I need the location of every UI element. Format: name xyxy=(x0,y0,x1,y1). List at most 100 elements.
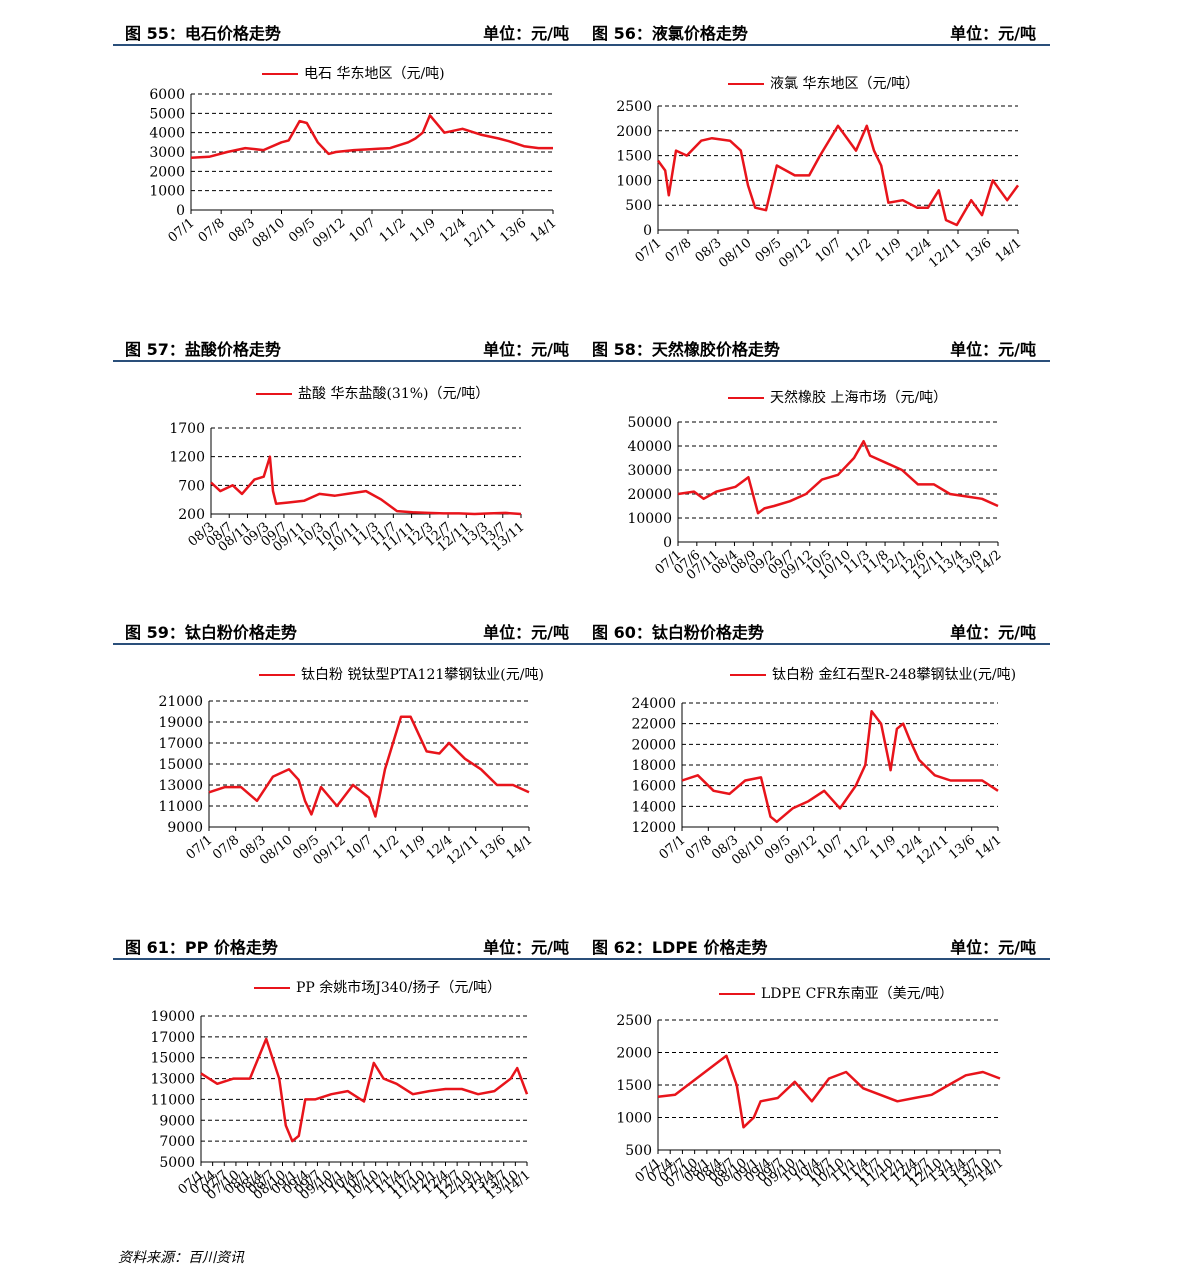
y-tick-label: 16000 xyxy=(631,779,676,795)
unit-label: 单位：元/吨 xyxy=(483,24,569,43)
series-line xyxy=(200,1037,529,1143)
line-chart: 液氯 华东地区（元/吨） 0 500 1000 1500 2000 2500 07/107/8… xyxy=(616,76,1024,272)
unit-label: 单位：元/吨 xyxy=(950,623,1036,642)
figure-title: 图 57：盐酸价格走势 xyxy=(125,340,281,359)
series-line xyxy=(210,455,522,516)
y-tick-label: 1000 xyxy=(616,173,652,189)
y-tick-label: 12000 xyxy=(631,820,676,836)
y-tick-label: 17000 xyxy=(158,736,203,752)
legend: 盐酸 华东盐酸(31%)（元/吨） xyxy=(256,386,489,402)
figure-title: 图 60：钛白粉价格走势 xyxy=(592,623,764,642)
figure-title: 图 55：电石价格走势 xyxy=(125,24,281,43)
x-tick-label: 07/1 xyxy=(166,216,198,246)
panel-header: 图 59：钛白粉价格走势 单位：元/吨 xyxy=(113,613,583,645)
y-tick-label: 20000 xyxy=(631,737,676,753)
y-tick-label: 14000 xyxy=(631,799,676,815)
x-tick-label: 11/9 xyxy=(407,216,439,246)
line-chart: 电石 华东地区（元/吨) 0 1000 2000 3000 4000 5000 6000 07/… xyxy=(149,66,559,252)
y-tick-label: 17000 xyxy=(150,1030,195,1046)
line-chart: 钛白粉 锐钛型PTA121攀钢钛业(元/吨) 9000 11000 13000 1500… xyxy=(158,667,544,868)
y-tick-label: 2500 xyxy=(616,1013,652,1029)
y-tick-label: 4000 xyxy=(149,126,185,142)
y-tick-label: 19000 xyxy=(150,1009,195,1025)
series-line xyxy=(677,439,999,515)
unit-label: 单位：元/吨 xyxy=(950,24,1036,43)
legend: 电石 华东地区（元/吨) xyxy=(262,66,445,82)
x-tick-label: 08/10 xyxy=(250,216,288,252)
figure-title: 图 56：液氯价格走势 xyxy=(592,24,748,43)
x-tick-label: 13/6 xyxy=(497,216,529,246)
series-line xyxy=(190,114,553,160)
x-tick-label: 12/11 xyxy=(926,236,964,272)
unit-label: 单位：元/吨 xyxy=(483,340,569,359)
x-tick-label: 07/8 xyxy=(210,833,242,863)
panel-header: 图 60：钛白粉价格走势 单位：元/吨 xyxy=(580,613,1050,645)
y-tick-label: 11000 xyxy=(158,799,203,815)
y-tick-label: 10000 xyxy=(627,511,672,527)
line-chart: PP 余姚市场J340/扬子（元/吨） 5000 7000 9000 11000 1300… xyxy=(150,979,533,1203)
x-tick-label: 11/2 xyxy=(843,236,875,266)
y-tick-label: 0 xyxy=(643,223,652,239)
legend: 钛白粉 锐钛型PTA121攀钢钛业(元/吨) xyxy=(259,667,544,683)
x-tick-label: 07/8 xyxy=(196,216,228,246)
x-tick-label: 07/1 xyxy=(633,236,665,266)
x-tick-label: 07/8 xyxy=(663,236,695,266)
legend-label: LDPE CFR东南亚（美元/吨） xyxy=(761,986,953,1002)
y-tick-label: 9000 xyxy=(159,1113,195,1129)
legend: LDPE CFR东南亚（美元/吨） xyxy=(719,986,953,1002)
y-tick-label: 1200 xyxy=(169,450,205,466)
x-tick-label: 07/8 xyxy=(683,833,715,863)
legend: 液氯 华东地区（元/吨） xyxy=(728,76,919,92)
y-tick-label: 13000 xyxy=(158,778,203,794)
legend-label: 液氯 华东地区（元/吨） xyxy=(770,76,919,92)
x-tick-label: 09/12 xyxy=(310,216,348,252)
series-line xyxy=(656,124,1020,227)
panel-header: 图 56：液氯价格走势 单位：元/吨 xyxy=(580,14,1050,46)
x-tick-label: 11/2 xyxy=(370,833,402,863)
y-tick-label: 11000 xyxy=(150,1092,195,1108)
chart-panel: 图 59：钛白粉价格走势 单位：元/吨钛白粉 锐钛型PTA121攀钢钛业(元/吨)… xyxy=(113,613,583,903)
y-tick-label: 50000 xyxy=(627,415,672,431)
y-tick-label: 30000 xyxy=(627,463,672,479)
x-tick-label: 10/7 xyxy=(815,833,847,863)
series-line xyxy=(657,1054,1001,1129)
y-tick-label: 1500 xyxy=(616,149,652,165)
x-tick-label: 07/1 xyxy=(657,833,689,863)
y-tick-label: 1500 xyxy=(616,1078,652,1094)
panel-header: 图 57：盐酸价格走势 单位：元/吨 xyxy=(113,330,583,362)
panel-header: 图 55：电石价格走势 单位：元/吨 xyxy=(113,14,583,46)
chart-panel: 图 55：电石价格走势 单位：元/吨电石 华东地区（元/吨) 0 1000 2000 30… xyxy=(113,14,583,304)
x-tick-label: 09/12 xyxy=(776,236,814,272)
series-line xyxy=(208,715,530,818)
chart-panel: 图 58：天然橡胶价格走势 单位：元/吨 天然橡胶 上海市场（元/吨） 0 10000 2… xyxy=(580,330,1050,620)
chart-panel: 图 61：PP 价格走势 单位：元/吨 PP 余姚市场J340/扬子（元/吨） 500… xyxy=(113,928,583,1218)
y-tick-label: 700 xyxy=(178,478,205,494)
chart-panel: 图 60：钛白粉价格走势 单位：元/吨钛白粉 金红石型R-248攀钢钛业(元/吨)… xyxy=(580,613,1050,903)
y-tick-label: 200 xyxy=(178,507,205,523)
x-tick-label: 14/1 xyxy=(973,833,1005,863)
y-tick-label: 40000 xyxy=(627,439,672,455)
y-tick-label: 5000 xyxy=(159,1155,195,1171)
x-tick-label: 13/6 xyxy=(946,833,978,863)
line-chart: 天然橡胶 上海市场（元/吨） 0 10000 20000 30000 40000 50000… xyxy=(627,389,1004,583)
legend: PP 余姚市场J340/扬子（元/吨） xyxy=(254,979,501,996)
y-tick-label: 7000 xyxy=(159,1134,195,1150)
legend-label: 天然橡胶 上海市场（元/吨） xyxy=(770,389,947,406)
line-chart: LDPE CFR东南亚（美元/吨）500100015002000250007/1… xyxy=(616,986,1006,1191)
x-tick-label: 08/10 xyxy=(716,236,754,272)
x-tick-label: 12/11 xyxy=(461,216,499,252)
panel-header: 图 58：天然橡胶价格走势 单位：元/吨 xyxy=(580,330,1050,362)
figure-title: 图 58：天然橡胶价格走势 xyxy=(592,340,780,359)
legend-label: 钛白粉 金红石型R-248攀钢钛业(元/吨) xyxy=(772,667,1016,683)
x-tick-label: 13/6 xyxy=(963,236,995,266)
x-tick-label: 11/9 xyxy=(397,833,429,863)
y-tick-label: 1000 xyxy=(149,184,185,200)
legend-label: 盐酸 华东盐酸(31%)（元/吨） xyxy=(298,386,489,402)
legend-label: 电石 华东地区（元/吨) xyxy=(304,66,445,82)
x-tick-label: 10/7 xyxy=(344,833,376,863)
unit-label: 单位：元/吨 xyxy=(483,623,569,642)
y-tick-label: 18000 xyxy=(631,758,676,774)
line-chart: 钛白粉 金红石型R-248攀钢钛业(元/吨) 12000 14000 16000 180… xyxy=(631,667,1016,868)
x-tick-label: 11/9 xyxy=(867,833,899,863)
line-chart: 盐酸 华东盐酸(31%)（元/吨）2007001200170008/308/70… xyxy=(169,386,527,555)
